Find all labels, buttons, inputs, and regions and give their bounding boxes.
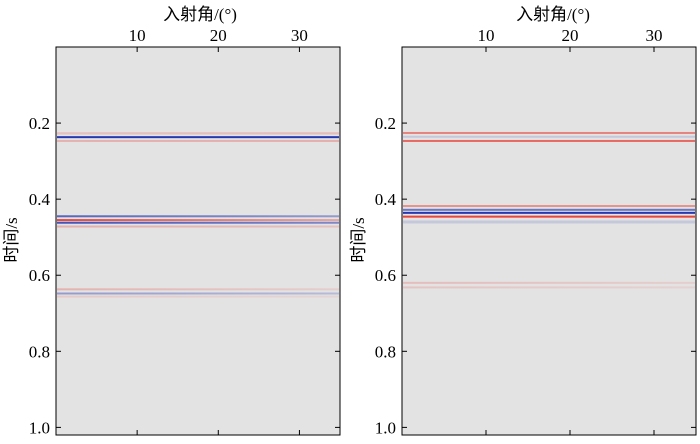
y-tick-label: 0.2 (29, 114, 50, 133)
y-tick-label: 0.4 (375, 190, 397, 209)
y-tick-label: 0.6 (29, 266, 50, 285)
x-tick-label: 20 (210, 26, 227, 45)
reflection-event-band (57, 221, 339, 224)
reflection-event-band (403, 208, 695, 211)
y-tick-label: 1.0 (375, 418, 396, 437)
left-y-axis-label: 时间/s (2, 217, 21, 262)
y-tick-label: 0.8 (375, 342, 396, 361)
reflection-event-band (57, 136, 339, 139)
right-axis-ticks: 10 20 30 0.2 0.4 0.6 0.8 1.0 (375, 26, 696, 437)
left-axis-ticks: 10 20 30 0.2 0.4 0.6 0.8 1.0 (29, 26, 340, 437)
reflection-event-band (403, 211, 695, 214)
reflection-event-band (403, 205, 695, 208)
y-tick-label: 0.2 (375, 114, 396, 133)
right-y-axis-label: 时间/s (349, 217, 368, 262)
left-gather-panel: 10 20 30 0.2 0.4 0.6 0.8 1.0 入射角/(°) 时间/s (2, 5, 341, 437)
reflection-event-band (57, 295, 339, 298)
left-x-axis-label: 入射角/(°) (163, 5, 237, 24)
left-plot-frame (55, 46, 341, 436)
reflection-event-band (57, 292, 339, 295)
reflection-event-band (57, 225, 339, 228)
reflection-event-band (57, 288, 339, 291)
reflection-event-band (57, 215, 339, 218)
x-tick-label: 10 (478, 26, 495, 45)
reflection-event-band (403, 135, 695, 138)
left-plot-background (56, 47, 340, 435)
reflection-event-band (57, 132, 339, 135)
reflection-event-band (403, 139, 695, 142)
y-tick-label: 0.4 (29, 190, 51, 209)
right-plot-background (402, 47, 696, 435)
reflection-event-band (57, 139, 339, 142)
y-tick-label: 0.6 (375, 266, 396, 285)
right-gather-panel: 10 20 30 0.2 0.4 0.6 0.8 1.0 入射角/(°) 时间/s (349, 5, 697, 437)
x-tick-label: 10 (129, 26, 146, 45)
y-tick-label: 1.0 (29, 418, 50, 437)
right-reflection-events (403, 131, 695, 289)
reflection-event-band (403, 220, 695, 224)
reflection-event-band (403, 281, 695, 284)
x-tick-label: 30 (291, 26, 308, 45)
x-tick-label: 20 (562, 26, 579, 45)
x-tick-label: 30 (646, 26, 663, 45)
right-x-axis-label: 入射角/(°) (516, 5, 590, 24)
reflection-event-band (403, 131, 695, 134)
left-reflection-events (57, 132, 339, 298)
y-tick-label: 0.8 (29, 342, 50, 361)
reflection-event-band (57, 219, 339, 222)
right-plot-frame (401, 46, 697, 436)
reflection-event-band (403, 286, 695, 289)
reflection-event-band (403, 215, 695, 218)
